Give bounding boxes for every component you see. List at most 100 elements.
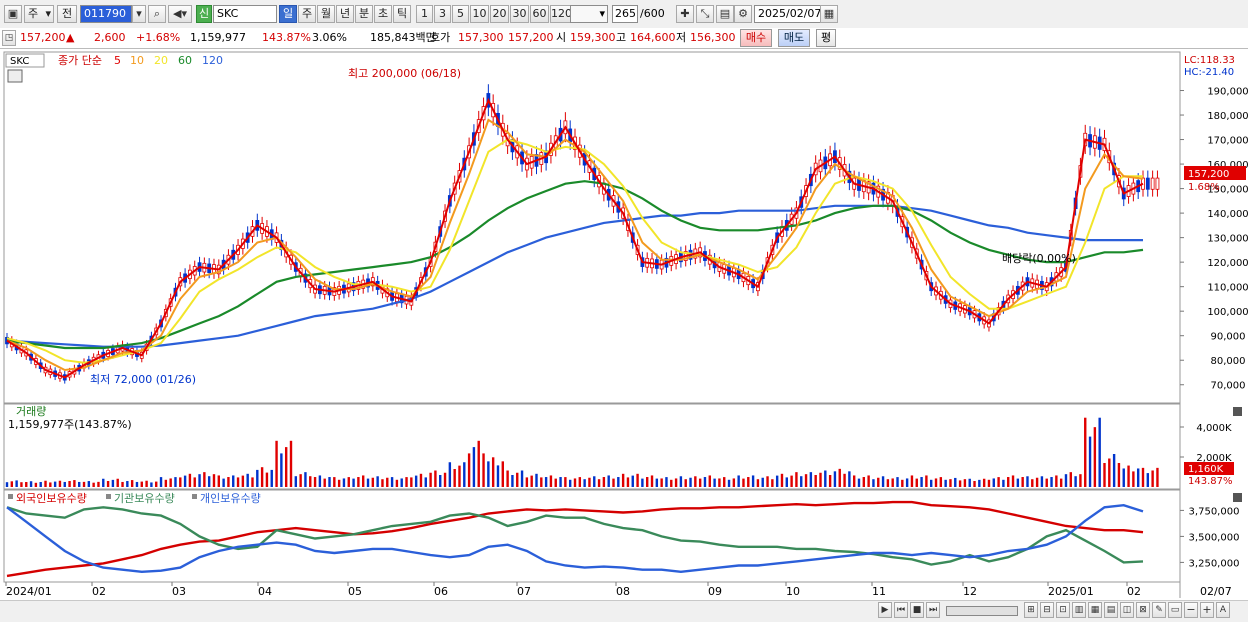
- volume-bar: [39, 482, 42, 487]
- chart-tool-icon[interactable]: ⤡: [696, 5, 714, 23]
- gear-icon[interactable]: ⚙: [734, 5, 752, 23]
- calendar-icon[interactable]: ▦: [820, 5, 838, 23]
- interval-button-4[interactable]: 분: [355, 5, 373, 23]
- open-label: 시: [556, 31, 567, 44]
- zoom-reset-icon[interactable]: ▭: [1168, 602, 1182, 618]
- crosshair-icon[interactable]: ✚: [676, 5, 694, 23]
- scroll-right-icon[interactable]: ▶: [878, 602, 892, 618]
- save-icon[interactable]: ▤: [716, 5, 734, 23]
- rewind-icon[interactable]: ⏮: [894, 602, 908, 618]
- x-tick-label-1: 02: [92, 585, 106, 598]
- volume-bar: [87, 481, 91, 487]
- prev-button[interactable]: 전: [57, 5, 77, 23]
- volume-bar: [535, 473, 538, 487]
- layout-icon-2[interactable]: ⊟: [1040, 602, 1054, 618]
- volume-bar: [333, 477, 336, 487]
- minute-button-1[interactable]: 1: [416, 5, 433, 23]
- layout-icon-8[interactable]: ⊠: [1136, 602, 1150, 618]
- volume-bar: [1127, 465, 1130, 487]
- ticker-box[interactable]: [5, 53, 45, 68]
- layout-icon-1[interactable]: ⊞: [1024, 602, 1038, 618]
- zoom-out-icon[interactable]: −: [1184, 602, 1198, 618]
- volume-bar: [342, 478, 346, 487]
- ticker-label: SKC: [10, 56, 29, 67]
- volume-bar: [583, 479, 586, 487]
- volume-bar: [352, 478, 355, 487]
- volume-bar: [20, 482, 23, 487]
- x-tick-label-4: 05: [348, 585, 362, 598]
- code-dropdown-icon[interactable]: ▾: [132, 5, 146, 23]
- period-select[interactable]: 주 ▾: [24, 5, 54, 23]
- interval-button-0[interactable]: 일: [279, 5, 297, 23]
- volume-bar: [102, 478, 105, 487]
- volume-bar: [1021, 477, 1024, 487]
- blank-select[interactable]: ▾: [570, 5, 608, 23]
- volume-bar: [217, 475, 220, 487]
- volume-bar: [1093, 427, 1097, 487]
- search-icon[interactable]: ⌕: [148, 5, 166, 23]
- volume-bar: [366, 478, 370, 487]
- interval-button-2[interactable]: 월: [317, 5, 335, 23]
- volume-bar: [29, 481, 33, 487]
- volume-bar: [97, 481, 100, 487]
- layout-icon-7[interactable]: ◫: [1120, 602, 1134, 618]
- volume-bar: [207, 476, 211, 487]
- stock-name-field[interactable]: SKC: [213, 5, 277, 23]
- eval-button[interactable]: 평: [816, 29, 836, 47]
- x-tick-label-8: 09: [708, 585, 722, 598]
- ma-legend-title: 종가 단순: [58, 54, 102, 67]
- volume-bar: [646, 477, 649, 487]
- volume-bar: [49, 482, 52, 487]
- sell-button[interactable]: 매도: [778, 29, 810, 47]
- interval-button-5[interactable]: 초: [374, 5, 392, 23]
- stop-icon[interactable]: ■: [910, 602, 924, 618]
- layout-icon-5[interactable]: ▦: [1088, 602, 1102, 618]
- stock-chart[interactable]: 190,000180,000170,000160,000150,000140,0…: [0, 0, 1248, 600]
- expand-icon[interactable]: ◳: [2, 30, 16, 46]
- price-tick-label-5: 140,000: [1207, 209, 1248, 220]
- minute-button-60[interactable]: 60: [530, 5, 549, 23]
- layout-icon-6[interactable]: ▤: [1104, 602, 1118, 618]
- buy-button[interactable]: 매수: [740, 29, 772, 47]
- minute-button-30[interactable]: 30: [510, 5, 529, 23]
- interval-button-6[interactable]: 틱: [393, 5, 411, 23]
- text-size-icon[interactable]: A: [1216, 602, 1230, 618]
- zoom-in-icon[interactable]: +: [1200, 602, 1214, 618]
- volume-bar: [1136, 468, 1140, 487]
- speaker-icon[interactable]: ◀▾: [168, 5, 192, 23]
- minute-button-10[interactable]: 10: [470, 5, 489, 23]
- window-menu-icon[interactable]: ▣: [4, 5, 22, 23]
- price-tick-label-6: 130,000: [1207, 234, 1248, 245]
- volume-bar: [309, 476, 312, 487]
- count-input[interactable]: 265: [612, 5, 638, 23]
- volume-bar: [251, 477, 254, 487]
- forward-icon[interactable]: ⏭: [926, 602, 940, 618]
- volume-panel-close-icon[interactable]: [1233, 407, 1242, 416]
- ma-line-60: [6, 180, 1144, 350]
- layout-icon-4[interactable]: ▥: [1072, 602, 1086, 618]
- volume-bar: [718, 478, 721, 487]
- volume-bar: [694, 476, 697, 487]
- volume-bar: [795, 472, 798, 487]
- volume-bar: [655, 478, 659, 487]
- calculator-icon[interactable]: [7, 69, 23, 83]
- interval-button-1[interactable]: 주: [298, 5, 316, 23]
- minute-button-20[interactable]: 20: [490, 5, 509, 23]
- holdings-panel-close-icon[interactable]: [1233, 493, 1242, 502]
- volume-bar: [126, 481, 129, 487]
- minute-button-3[interactable]: 3: [434, 5, 451, 23]
- interval-button-3[interactable]: 년: [336, 5, 354, 23]
- ma-legend-5: 5: [114, 54, 121, 67]
- volume-bar: [232, 475, 235, 487]
- layout-icon-3[interactable]: ⊡: [1056, 602, 1070, 618]
- volume-bar: [766, 476, 769, 487]
- scroll-track[interactable]: [946, 606, 1018, 616]
- volume-bar: [901, 479, 904, 487]
- minute-button-5[interactable]: 5: [452, 5, 469, 23]
- stock-code-input[interactable]: 011790: [80, 5, 132, 23]
- volume-bar: [260, 467, 264, 487]
- candle-body: [1155, 177, 1160, 190]
- holdings-tick-label-2: 3,250,000: [1189, 558, 1240, 569]
- x-tick-label-9: 10: [786, 585, 800, 598]
- draw-icon[interactable]: ✎: [1152, 602, 1166, 618]
